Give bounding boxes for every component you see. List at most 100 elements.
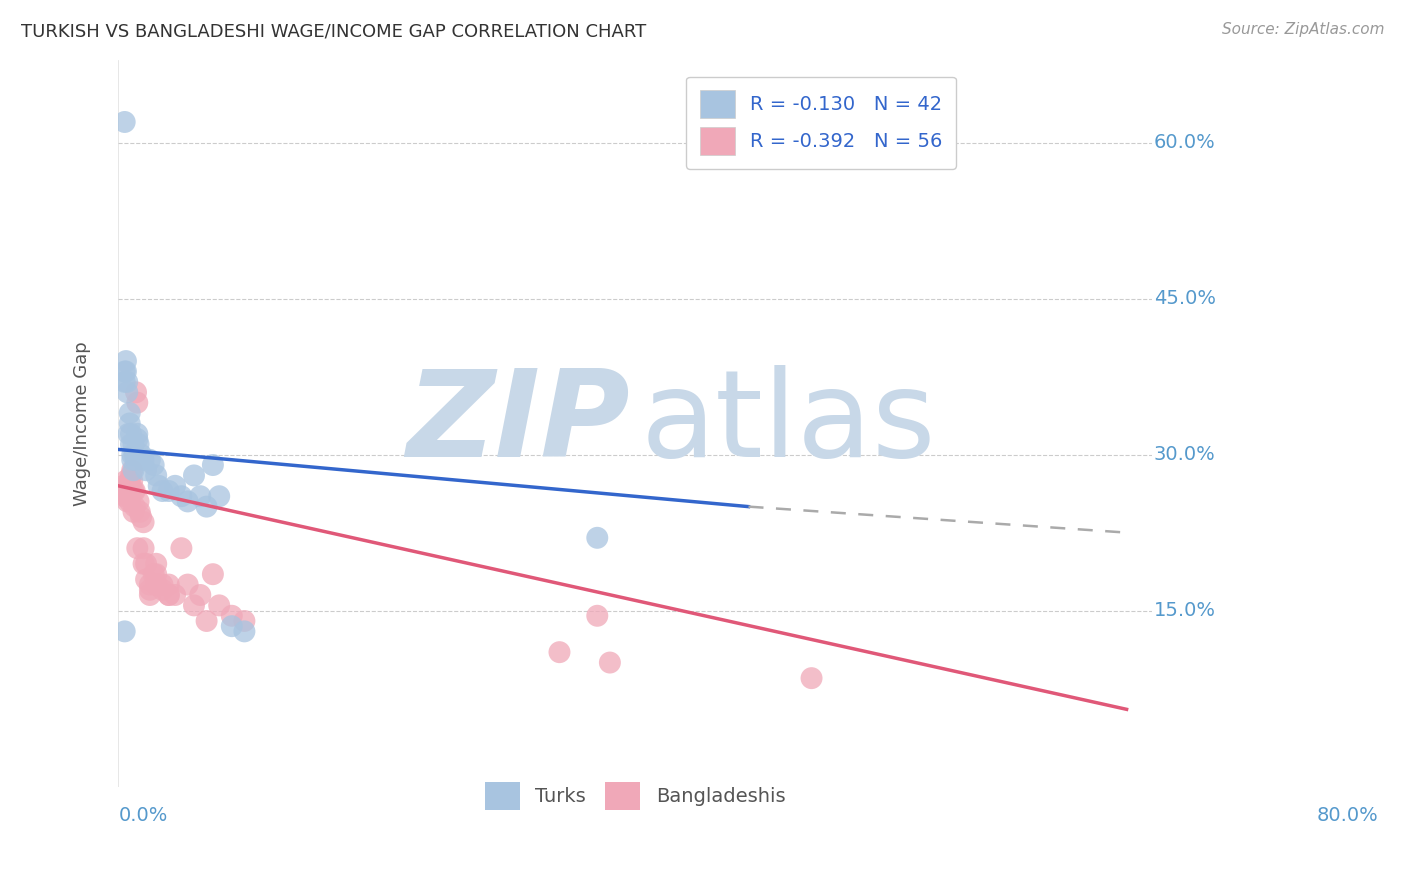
Point (201, 567, 224, 582)
Point (120, 468, 142, 483)
Point (233, 624, 256, 639)
Point (148, 479, 170, 493)
Point (152, 483, 174, 498)
Point (114, 483, 136, 498)
Text: TURKISH VS BANGLADESHI WAGE/INCOME GAP CORRELATION CHART: TURKISH VS BANGLADESHI WAGE/INCOME GAP C… (21, 22, 647, 40)
Point (157, 588, 180, 602)
Point (125, 385, 148, 400)
Point (127, 395, 149, 409)
Text: atlas: atlas (640, 365, 936, 482)
Point (135, 557, 157, 571)
Point (114, 115, 136, 129)
Point (152, 582, 174, 597)
Text: ZIP: ZIP (406, 365, 630, 482)
Point (176, 577, 198, 591)
Point (135, 463, 157, 477)
Point (115, 474, 138, 488)
Point (221, 619, 243, 633)
Point (115, 364, 138, 378)
Text: Wage/Income Gap: Wage/Income Gap (73, 341, 91, 506)
Point (114, 489, 136, 503)
Point (120, 483, 142, 498)
Point (115, 483, 138, 498)
Point (183, 599, 205, 613)
Point (122, 463, 145, 477)
Text: Source: ZipAtlas.com: Source: ZipAtlas.com (1222, 22, 1385, 37)
Point (127, 426, 149, 441)
Point (124, 483, 146, 498)
Point (188, 588, 211, 602)
Point (145, 468, 167, 483)
Point (548, 645, 571, 659)
Text: 45.0%: 45.0% (1154, 289, 1216, 309)
Point (121, 448, 143, 462)
Point (183, 468, 205, 483)
Point (121, 463, 143, 477)
Point (139, 582, 162, 597)
Point (122, 505, 145, 519)
Point (121, 474, 143, 488)
Point (114, 364, 136, 378)
Point (139, 588, 162, 602)
Point (118, 406, 141, 420)
Point (117, 479, 139, 493)
Point (233, 614, 256, 628)
Point (132, 515, 155, 529)
Point (142, 567, 165, 582)
Text: 15.0%: 15.0% (1154, 601, 1216, 620)
Point (176, 494, 198, 508)
Point (114, 375, 136, 389)
Point (145, 567, 167, 582)
Text: 60.0%: 60.0% (1154, 133, 1216, 153)
Point (201, 458, 224, 472)
Point (112, 479, 135, 493)
Point (586, 608, 609, 623)
Point (157, 577, 180, 591)
Point (139, 453, 162, 467)
Point (115, 494, 138, 508)
Point (157, 588, 180, 602)
Point (115, 375, 138, 389)
Point (132, 557, 155, 571)
Point (132, 541, 155, 556)
Point (128, 505, 150, 519)
Point (117, 489, 139, 503)
Point (157, 483, 180, 498)
Point (124, 448, 146, 462)
Point (120, 437, 142, 451)
Point (139, 577, 162, 591)
Point (195, 614, 218, 628)
Text: 30.0%: 30.0% (1154, 445, 1216, 464)
Point (128, 494, 150, 508)
Point (115, 354, 138, 368)
Point (129, 510, 152, 524)
Point (165, 479, 187, 493)
Point (188, 489, 211, 503)
Point (118, 417, 141, 431)
Point (132, 453, 155, 467)
Point (122, 483, 145, 498)
Point (800, 671, 823, 685)
Point (114, 624, 136, 639)
Point (195, 500, 218, 514)
Point (125, 453, 148, 467)
Point (142, 458, 165, 472)
Point (221, 608, 243, 623)
Point (117, 426, 139, 441)
Legend: Turks, Bangladeshis: Turks, Bangladeshis (477, 774, 793, 818)
Point (122, 437, 145, 451)
Point (145, 577, 167, 591)
Point (170, 489, 193, 503)
Point (118, 474, 141, 488)
Point (129, 448, 152, 462)
Point (170, 541, 193, 556)
Point (586, 531, 609, 545)
Text: 80.0%: 80.0% (1317, 805, 1379, 824)
Point (208, 489, 231, 503)
Point (127, 432, 149, 446)
Point (165, 588, 187, 602)
Point (115, 385, 138, 400)
Point (135, 573, 157, 587)
Point (145, 557, 167, 571)
Point (114, 483, 136, 498)
